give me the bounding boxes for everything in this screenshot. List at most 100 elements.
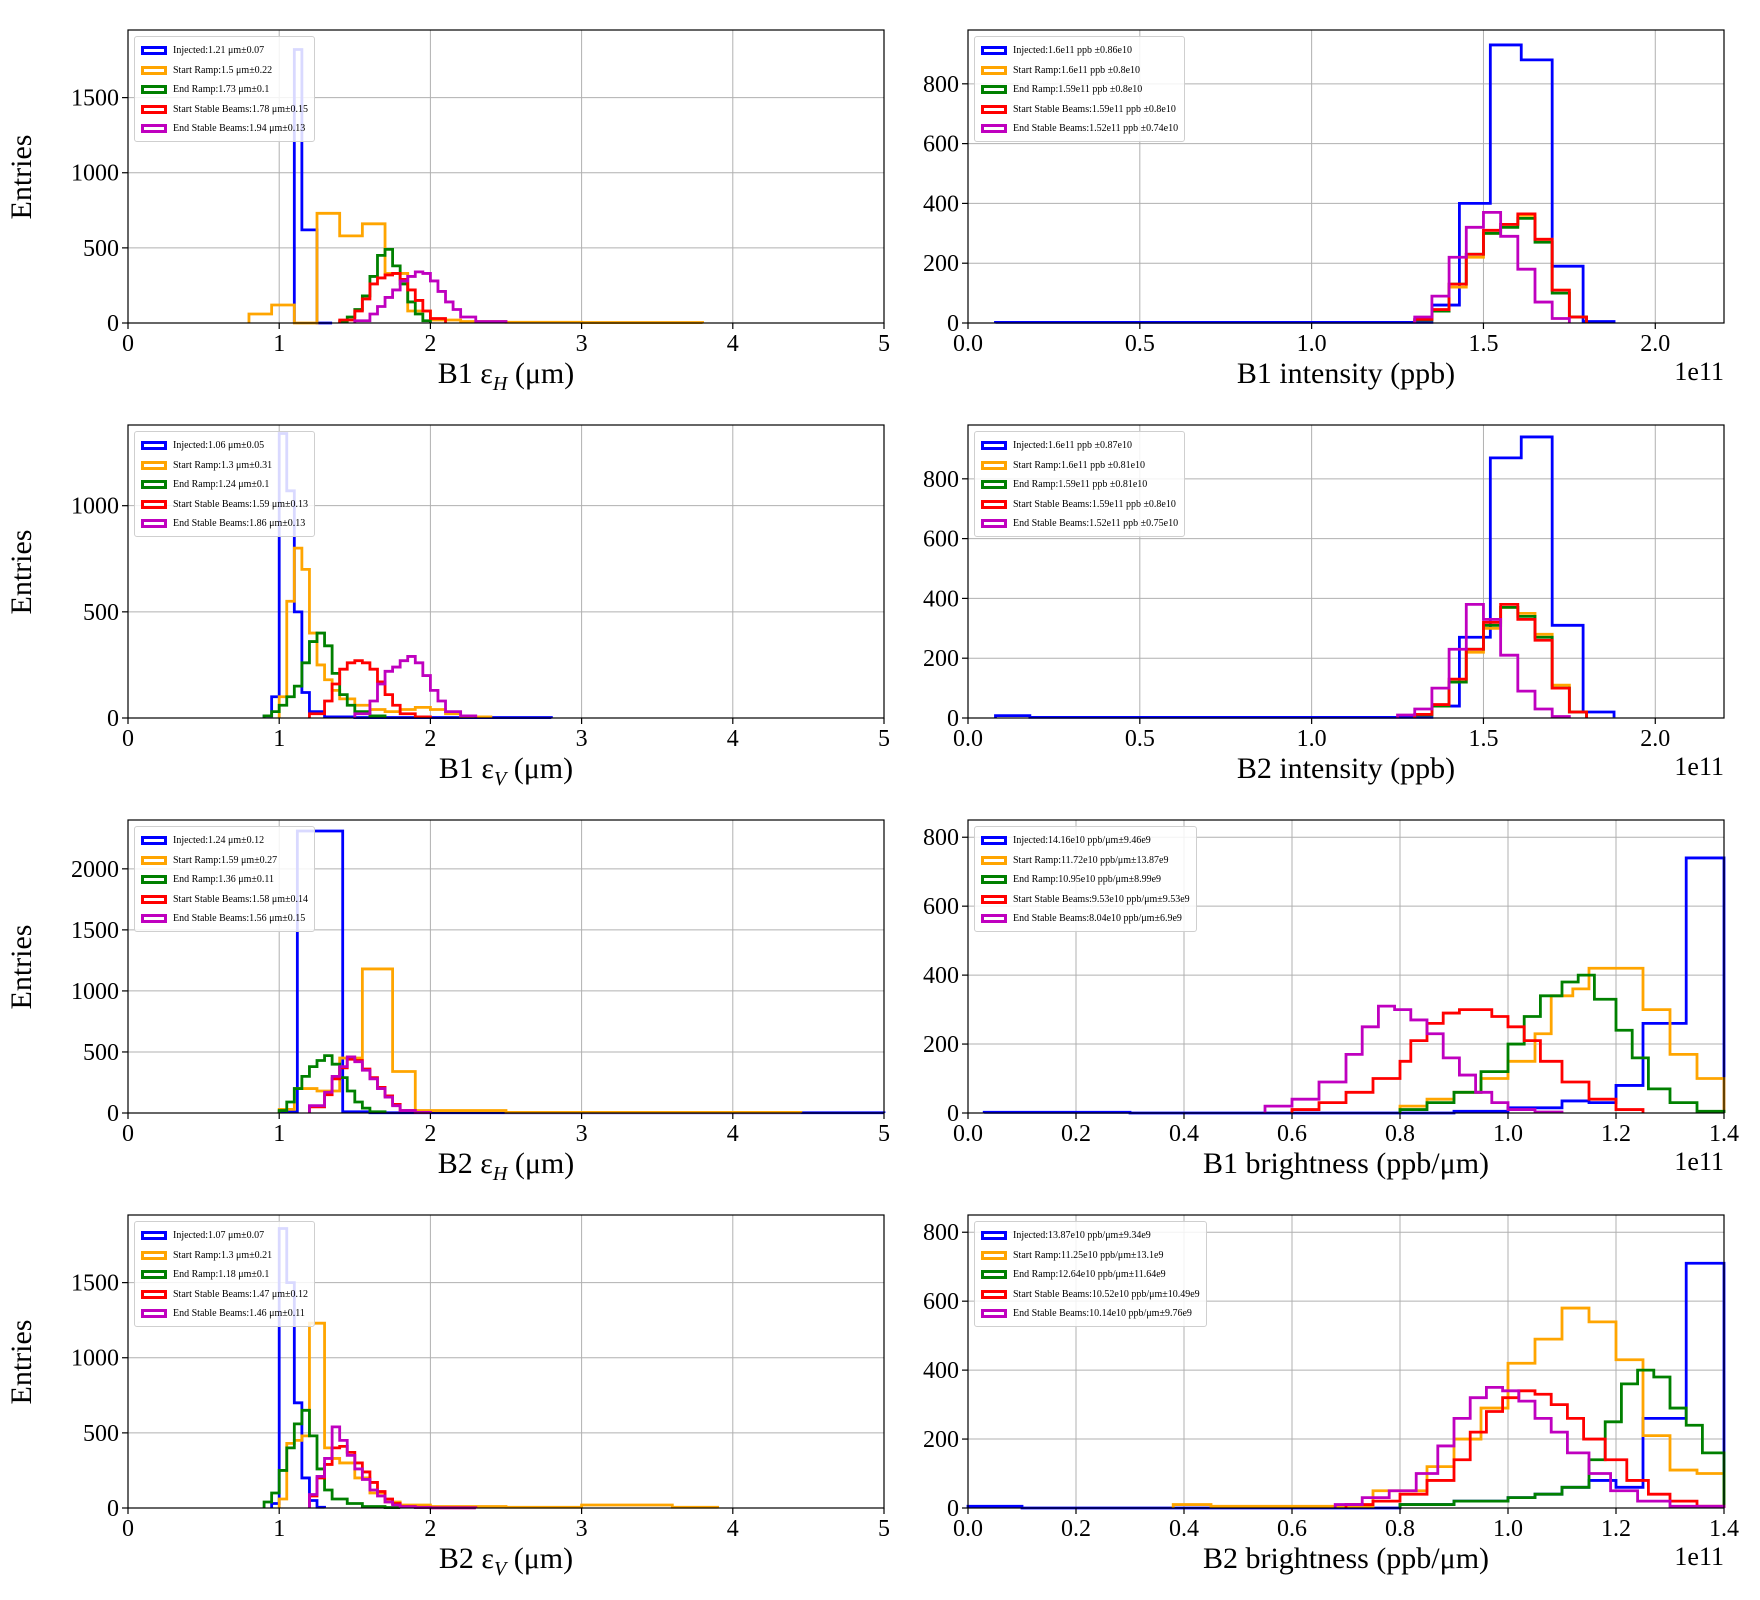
y-tick-label: 600 [923,132,959,158]
legend-label: Start Ramp:1.6e11 ppb ±0.8e10 [1013,64,1141,76]
histogram-series-start-stable-beams [1290,1008,1645,1113]
legend: Injected:1.06 μm±0.05 Start Ramp:1.3 μm±0… [134,431,316,537]
legend-swatch [141,875,167,885]
y-tick-label: 0 [947,1101,959,1127]
legend: Injected:1.21 μm±0.07 Start Ramp:1.5 μm±0… [134,36,316,142]
y-tick-label: 800 [923,467,959,493]
y-axis-title: Entries [5,134,38,219]
plot-frame [127,29,885,324]
y-tick-label: 500 [83,1421,119,1447]
x-axis-title-unit: (μm) [506,1542,574,1575]
legend-label: Start Stable Beams:1.47 μm±0.12 [173,1288,309,1300]
x-tick-label: 5 [878,1516,890,1542]
x-axis-title-unit: μm) [1439,1542,1490,1575]
legend-label: Injected:1.07 μm±0.07 [173,1230,265,1242]
x-axis-title: B2 εV (μm) [128,1542,884,1581]
histogram-series-start-ramp [277,1321,720,1509]
legend-swatch [981,1270,1007,1280]
y-tick-label: 200 [923,1032,959,1058]
x-tick-label: 3 [576,331,588,357]
x-tick-label: 2.0 [1640,726,1670,752]
legend-label: Start Stable Beams:9.53e10 ppb/μm±9.53e9 [1013,893,1190,905]
x-axis-title-main: B1 brightness (ppb/ [1202,1147,1440,1180]
histogram-series-start-ramp [1171,1306,1726,1508]
legend-swatch [141,1231,167,1241]
legend-swatch [981,894,1007,904]
legend-swatch [141,104,167,114]
legend: Injected:14.16e10 ppb/μm±9.46e9 Start Ram… [974,826,1197,932]
x-tick-label: 0 [122,726,134,752]
legend-entry: Injected:13.87e10 ppb/μm±9.34e9 [981,1226,1200,1246]
y-tick-label: 200 [923,1427,959,1453]
legend: Injected:13.87e10 ppb/μm±9.34e9 Start Ram… [974,1221,1207,1327]
legend-label: Start Stable Beams:10.52e10 ppb/μm±10.49… [1013,1288,1200,1300]
legend-swatch [141,85,167,95]
legend-label: Injected:1.06 μm±0.05 [173,440,265,452]
histogram-series-end-ramp [1398,973,1726,1113]
legend-swatch [141,1250,167,1260]
legend-swatch [141,480,167,490]
legend-swatch [141,460,167,470]
y-tick-label: 600 [923,894,959,920]
legend-entry: Start Ramp:1.6e11 ppb ±0.8e10 [981,61,1178,81]
legend-entry: Start Stable Beams:1.78 μm±0.15 [141,100,308,120]
x-axis-title: B2 intensity (ppb) [968,752,1724,786]
legend-label: End Stable Beams:1.52e11 ppb ±0.74e10 [1013,123,1179,135]
x-axis-title-main: B1 intensity (ppb) [1236,357,1456,390]
x-tick-label: 2 [424,1516,436,1542]
x-tick-label: 0.5 [1125,726,1155,752]
x-tick-label: 4 [727,1121,739,1147]
histogram-series-start-stable-beams [1413,602,1588,718]
y-tick-label: 0 [107,311,119,337]
histogram-series-start-stable-beams [308,659,432,719]
histogram-series-end-stable-beams [308,1055,432,1114]
plot-frame [967,29,1725,324]
legend-entry: Start Stable Beams:1.58 μm±0.14 [141,890,308,910]
x-axis-title-unit: (μm) [507,357,575,390]
legend-label: Start Stable Beams:1.59e11 ppb ±0.8e10 [1013,103,1176,115]
x-axis-title: B1 brightness (ppb/μm) [968,1147,1724,1181]
x-tick-label: 2 [424,1121,436,1147]
legend-swatch [141,914,167,924]
y-tick-label: 800 [923,1220,959,1246]
histogram-series-injected [270,1227,326,1509]
x-axis-title: B1 εV (μm) [128,752,884,791]
legend-swatch [981,85,1007,95]
histogram-series-end-stable-beams [353,655,478,718]
y-axis-title: Entries [5,1319,38,1404]
legend-label: End Stable Beams:1.46 μm±0.11 [173,1308,305,1320]
x-tick-label: 1 [273,1516,285,1542]
y-tick-label: 1500 [71,1271,119,1297]
x-tick-label: 0.0 [953,1516,983,1542]
legend-entry: Injected:1.24 μm±0.12 [141,831,308,851]
legend-entry: End Stable Beams:1.52e11 ppb ±0.74e10 [981,119,1178,139]
x-tick-label: 0.4 [1169,1121,1199,1147]
legend-entry: Start Stable Beams:10.52e10 ppb/μm±10.49… [981,1285,1200,1305]
histogram-series-start-stable-beams [338,272,447,323]
legend-label: Start Ramp:11.72e10 ppb/μm±13.87e9 [1013,854,1169,866]
legend-swatch [981,1250,1007,1260]
legend-entry: End Stable Beams:1.56 μm±0.15 [141,909,308,929]
x-tick-label: 3 [576,1121,588,1147]
legend-swatch [981,104,1007,114]
y-axis-title: Entries [5,529,38,614]
histogram-series-injected [262,432,553,719]
x-tick-label: 0.2 [1061,1121,1091,1147]
legend-label: Start Stable Beams:1.78 μm±0.15 [173,103,309,115]
legend-swatch [141,894,167,904]
legend: Injected:1.07 μm±0.07 Start Ramp:1.3 μm±0… [134,1221,316,1327]
plot-frame [967,1214,1725,1509]
legend-label: Injected:1.24 μm±0.12 [173,835,265,847]
legend-entry: Start Ramp:1.59 μm±0.27 [141,851,308,871]
legend-label: Injected:1.21 μm±0.07 [173,45,265,57]
x-axis-title-unit: (μm) [506,752,574,785]
x-axis-title-main: B2 brightness (ppb/ [1202,1542,1440,1575]
histogram-series-end-ramp [1398,1368,1726,1508]
x-axis-title-unit: (μm) [507,1147,575,1180]
x-tick-label: 4 [727,1516,739,1542]
legend-swatch [141,441,167,451]
y-tick-label: 600 [923,1289,959,1315]
y-axis-title: Entries [5,924,38,1009]
legend-swatch [981,460,1007,470]
legend-swatch [981,836,1007,846]
